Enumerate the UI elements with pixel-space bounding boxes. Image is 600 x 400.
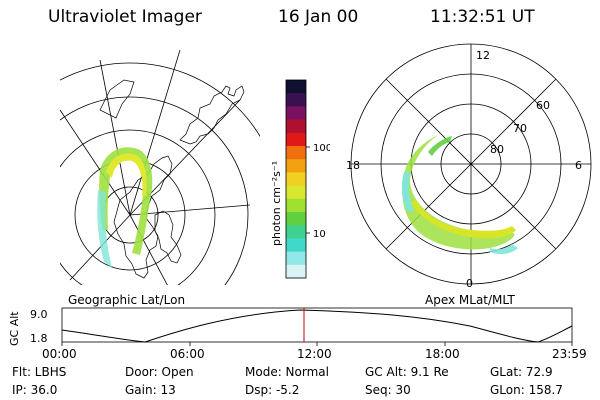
- auroral-oval: [99, 147, 153, 255]
- lat-circle: [60, 96, 249, 285]
- door-info: Door: Open: [125, 365, 194, 379]
- mlt-label-dusk: 18: [346, 159, 360, 172]
- meridian: [129, 214, 168, 285]
- colorbar-band: [286, 159, 306, 173]
- colorbar-band: [286, 185, 306, 200]
- altitude-ytick: 1.8: [30, 332, 48, 345]
- dsp-info: Dsp: -5.2: [245, 383, 300, 397]
- time-label: 11:32:51 UT: [430, 7, 535, 27]
- colorbar-band: [286, 80, 306, 94]
- lat-circle: [60, 129, 216, 285]
- colorbar-band: [286, 119, 306, 134]
- altitude-axis-label: GC Alt: [8, 311, 21, 346]
- colorbar-tick-label: 10: [313, 229, 326, 240]
- coastline: [99, 79, 135, 119]
- time-label: 23:59: [552, 347, 587, 361]
- colorbar-band: [286, 146, 306, 160]
- meridian: [129, 49, 181, 216]
- polar-auroral-oval-core: [410, 200, 516, 239]
- time-label: 00:00: [42, 347, 77, 361]
- colorbar-frame: [285, 79, 307, 279]
- polar-map-label: Apex MLat/MLT: [425, 293, 515, 307]
- polar-auroral-patch: [428, 136, 452, 156]
- gain-info: Gain: 13: [125, 383, 176, 397]
- mlt-label-noon: 12: [476, 49, 490, 62]
- colorbar: 100 10 photon cm⁻²s⁻¹: [270, 79, 330, 279]
- meridian: [129, 204, 251, 216]
- auroral-oval-core: [106, 153, 147, 196]
- colorbar-band: [286, 172, 306, 187]
- geographic-map-label: Geographic Lat/Lon: [68, 293, 186, 307]
- colorbar-units: photon cm⁻²s⁻¹: [270, 161, 283, 246]
- glon-info: GLon: 158.7: [490, 383, 563, 397]
- mlat-label-70: 70: [513, 122, 527, 135]
- colorbar-band: [286, 106, 306, 121]
- polar-auroral-patch: [490, 244, 518, 255]
- mode-info: Mode: Normal: [245, 365, 329, 379]
- meridian: [60, 109, 131, 216]
- mlt-label-midnight: 0: [466, 277, 473, 290]
- filter-info: Flt: LBHS: [12, 365, 67, 379]
- colorbar-band: [286, 198, 306, 213]
- glat-info: GLat: 72.9: [490, 365, 553, 379]
- polar-map: 12 18 6 0 60 70 80: [346, 43, 592, 290]
- coastline: [113, 155, 173, 279]
- meridian: [99, 59, 131, 216]
- date-label: 16 Jan 00: [278, 7, 359, 27]
- mlt-label-dawn: 6: [575, 159, 582, 172]
- colorbar-band: [286, 238, 306, 253]
- altitude-curve: [61, 309, 573, 343]
- altitude-plot-frame: [61, 307, 573, 343]
- colorbar-band: [286, 132, 306, 147]
- coastline: [154, 210, 182, 264]
- auroral-oval-fringe: [97, 190, 112, 268]
- colorbar-band: [286, 225, 306, 239]
- colorbar-band: [286, 251, 306, 266]
- time-label: 06:00: [170, 347, 205, 361]
- gc-alt-info: GC Alt: 9.1 Re: [365, 365, 449, 379]
- coastline: [179, 85, 245, 145]
- seq-info: Seq: 30: [365, 383, 411, 397]
- altitude-plot: GC Alt 9.0 1.8: [8, 307, 573, 346]
- mlat-label-80: 80: [490, 143, 504, 156]
- polar-auroral-oval-fringe: [401, 172, 414, 212]
- colorbar-band: [286, 93, 306, 107]
- meridian: [69, 214, 131, 281]
- colorbar-tick-label: 100: [313, 143, 330, 154]
- geographic-map: [60, 49, 260, 285]
- instrument-title: Ultraviolet Imager: [48, 7, 202, 27]
- time-label: 18:00: [425, 347, 460, 361]
- mlat-label-60: 60: [536, 99, 550, 112]
- lat-circle: [60, 62, 260, 138]
- ip-info: IP: 36.0: [12, 383, 58, 397]
- altitude-ytick: 9.0: [30, 308, 48, 321]
- colorbar-band: [286, 264, 306, 279]
- time-label: 12:00: [297, 347, 332, 361]
- colorbar-band: [286, 212, 306, 226]
